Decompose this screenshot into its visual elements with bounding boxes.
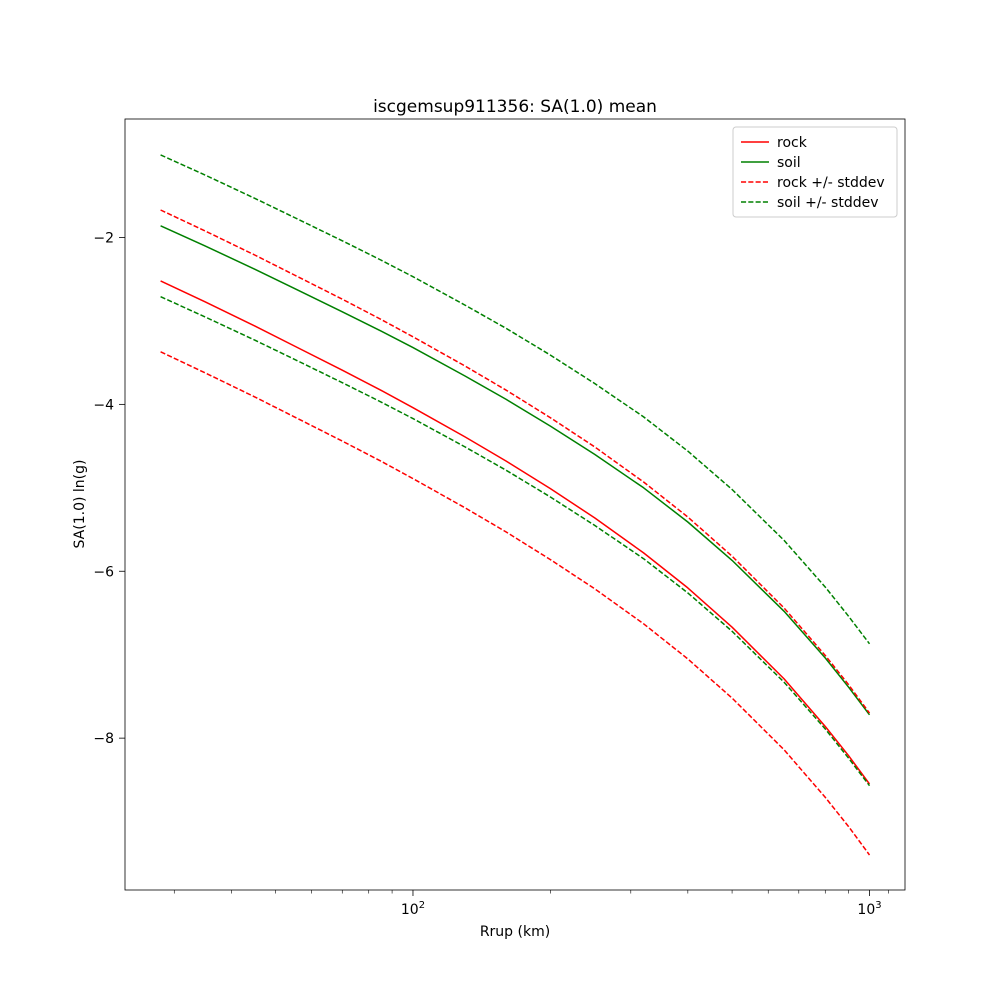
legend-label: soil +/- stddev [777,195,879,211]
legend-label: rock [777,135,808,151]
legend-label: rock +/- stddev [777,175,885,191]
series-rock-mean [160,280,871,785]
y-tick-label: −6 [93,564,114,580]
x-axis-label: Rrup (km) [480,924,550,940]
y-tick-label: −8 [93,731,114,747]
axes-frame [124,118,906,891]
y-tick-label: −2 [93,230,114,246]
chart-title: iscgemsup911356: SA(1.0) mean [373,97,657,117]
legend-box [732,126,898,218]
y-axis-label: SA(1.0) ln(g) [72,460,88,549]
series-rock-minus-stddev [160,351,871,856]
series-soil-mean [160,225,871,716]
series-rock-plus-stddev [160,209,871,714]
y-tick-label: −4 [93,397,114,413]
x-tick-label: 103 [857,900,881,918]
series-soil-plus-stddev [160,154,871,645]
series-soil-minus-stddev [160,296,871,787]
legend-label: soil [777,155,801,171]
x-tick-label: 102 [401,900,425,918]
